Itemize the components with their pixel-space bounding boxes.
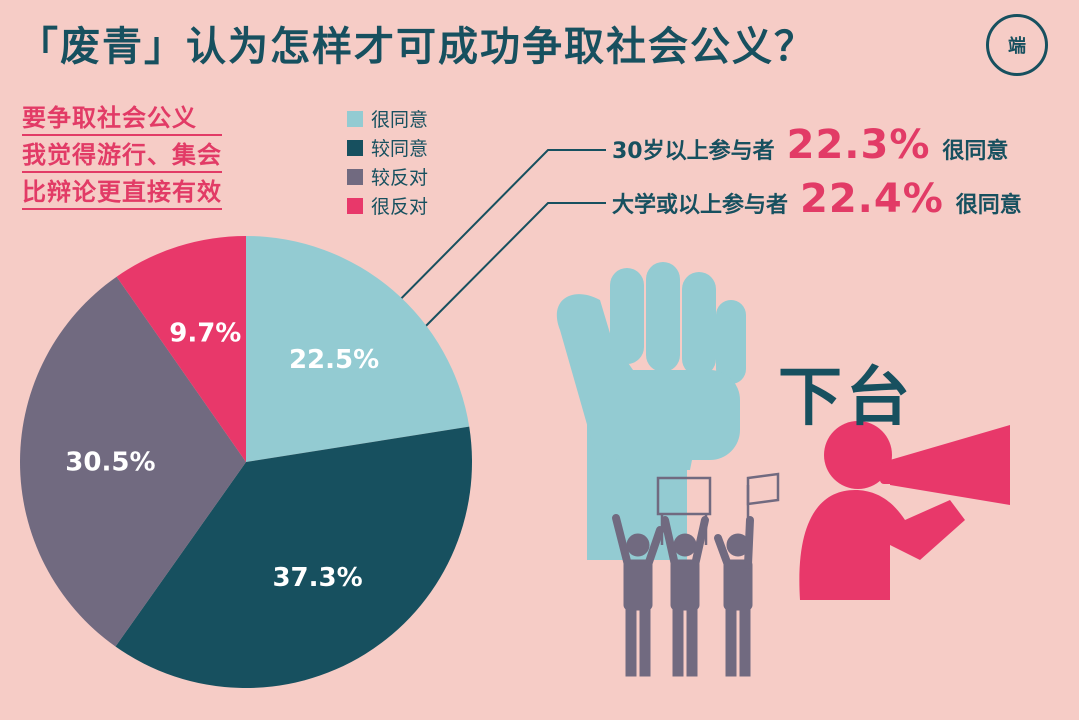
- megaphone-speaker-icon: [799, 421, 1010, 600]
- raised-fist-icon: [556, 262, 746, 560]
- callout-over-30: 30岁以上参与者 22.3% 很同意: [612, 122, 1008, 168]
- callout-value: 22.3%: [786, 122, 931, 168]
- subtitle: 要争取社会公义 我觉得游行、集会 比辩论更直接有效: [22, 102, 222, 213]
- legend-item-agree: 较同意: [347, 133, 428, 162]
- callout-leader-line: [407, 202, 606, 345]
- callout-suffix: 很同意: [942, 139, 1009, 164]
- callout-prefix: 大学或以上参与者: [612, 193, 789, 218]
- slice-value-label: 37.3%: [272, 563, 362, 593]
- legend: 很同意 较同意 较反对 很反对: [347, 104, 428, 220]
- illustration-text: 下台: [778, 361, 914, 435]
- protesters-icon: [612, 472, 780, 677]
- pie-slice-agree: [115, 426, 472, 688]
- subtitle-line-3: 比辩论更直接有效: [22, 176, 222, 210]
- brand-logo: 端: [986, 14, 1048, 76]
- page-title: 「废青」认为怎样才可成功争取社会公义？: [18, 24, 816, 70]
- slice-value-label: 30.5%: [65, 448, 155, 478]
- slice-value-label: 9.7%: [169, 319, 241, 349]
- legend-item-strongly-agree: 很同意: [347, 104, 428, 133]
- legend-item-disagree: 较反对: [347, 162, 428, 191]
- callout-suffix: 很同意: [955, 193, 1022, 218]
- slice-value-label: 22.5%: [289, 345, 379, 375]
- legend-label: 较同意: [371, 138, 429, 160]
- callout-leader-line: [371, 149, 606, 329]
- callout-value: 22.4%: [800, 176, 944, 222]
- legend-item-strongly-disagree: 很反对: [347, 191, 428, 220]
- pie-slice-strongly-disagree: [116, 236, 246, 462]
- pie-chart: 22.5% 37.3% 30.5% 9.7%: [19, 236, 472, 688]
- legend-label: 较反对: [371, 167, 429, 189]
- pie-slice-strongly-agree: [246, 236, 470, 462]
- subtitle-line-2: 我觉得游行、集会: [22, 139, 222, 173]
- logo-text: 端: [1008, 36, 1026, 57]
- legend-swatch: [347, 168, 363, 185]
- legend-swatch: [347, 139, 363, 156]
- subtitle-line-1: 要争取社会公义: [22, 102, 222, 136]
- legend-swatch: [347, 110, 363, 127]
- callout-prefix: 30岁以上参与者: [612, 139, 775, 164]
- pie-slice-disagree: [19, 276, 246, 647]
- legend-label: 很同意: [371, 109, 429, 131]
- legend-label: 很反对: [371, 196, 429, 218]
- legend-swatch: [347, 197, 363, 214]
- callout-university: 大学或以上参与者 22.4% 很同意: [612, 176, 1022, 222]
